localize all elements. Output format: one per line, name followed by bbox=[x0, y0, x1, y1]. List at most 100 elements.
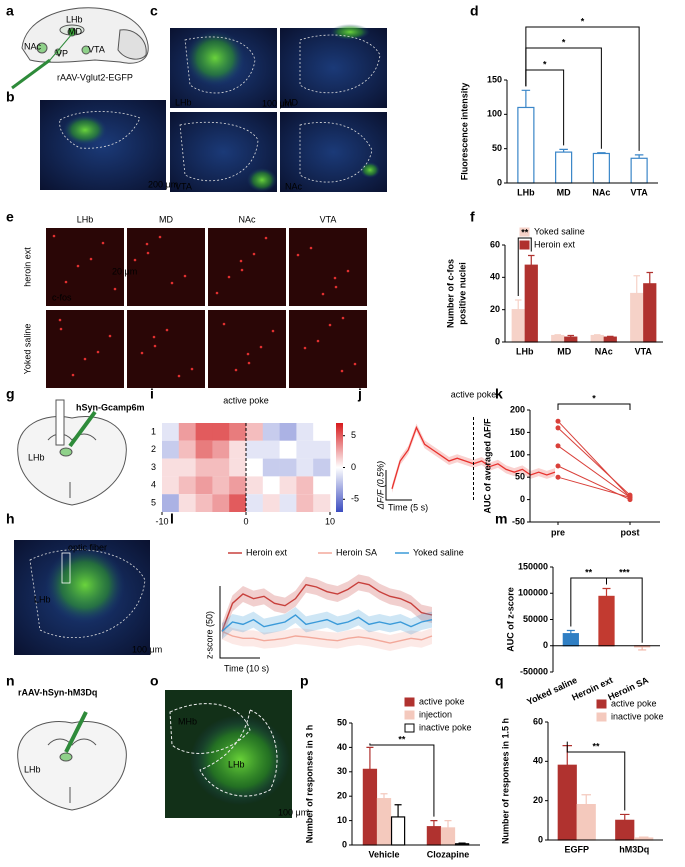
fluorescence bbox=[165, 328, 169, 332]
panel-letter: c bbox=[150, 3, 158, 19]
significance-bracket bbox=[369, 743, 435, 817]
heatmap-cell bbox=[195, 440, 213, 459]
error-bar bbox=[380, 793, 388, 799]
heatmap-cell bbox=[229, 440, 247, 459]
fluorescence bbox=[145, 242, 149, 246]
point bbox=[555, 474, 561, 480]
fluorescence bbox=[45, 547, 125, 623]
fluorescence bbox=[321, 292, 325, 296]
y-tick-label: 20 bbox=[337, 791, 347, 801]
heatmap-cell bbox=[195, 458, 213, 477]
syringe bbox=[68, 410, 97, 448]
significance-bracket bbox=[566, 741, 626, 811]
fluorescence bbox=[76, 264, 80, 268]
fluorescence bbox=[183, 274, 187, 278]
x-tick-label: -10 bbox=[155, 516, 168, 526]
row-label: 4 bbox=[151, 480, 156, 490]
y-tick-label: 30 bbox=[337, 766, 347, 776]
error-bar bbox=[597, 152, 606, 154]
y-axis-label: AUC of z-score bbox=[505, 587, 515, 652]
heatmap-cell bbox=[212, 494, 230, 512]
trace-band bbox=[222, 574, 432, 640]
row-label: Yoked saline bbox=[22, 324, 32, 375]
fluorescence bbox=[247, 168, 277, 192]
subject-line bbox=[557, 476, 631, 498]
bar bbox=[362, 768, 378, 846]
syringe bbox=[64, 711, 88, 753]
y-tick-label: 0 bbox=[538, 834, 543, 844]
y-tick-label: 100 bbox=[487, 109, 502, 119]
column-label: VTA bbox=[320, 214, 337, 224]
fluorescence bbox=[316, 339, 320, 343]
region-outline bbox=[199, 709, 278, 797]
row-label: 5 bbox=[151, 497, 156, 507]
heatmap-cell bbox=[313, 423, 331, 441]
y-tick-label: 100 bbox=[510, 449, 525, 459]
row-label: 3 bbox=[151, 462, 156, 472]
panel-letter: o bbox=[150, 673, 159, 689]
fluorescence bbox=[264, 236, 268, 240]
fluorescence bbox=[158, 235, 162, 239]
y-axis-label: positive nuclei bbox=[457, 262, 467, 325]
scale-label: 100 μm bbox=[262, 98, 292, 108]
fluorescence bbox=[96, 350, 100, 354]
fluorescence bbox=[222, 322, 226, 326]
x-tick-label: Yoked saline bbox=[525, 675, 578, 707]
y-axis-label: Number of responses in 3 h bbox=[304, 725, 314, 844]
fluorescence bbox=[259, 345, 263, 349]
fluorescence bbox=[227, 275, 231, 279]
heatmap-cell bbox=[162, 458, 180, 477]
point bbox=[555, 418, 561, 424]
significance-label: *** bbox=[619, 567, 630, 577]
fluorescence bbox=[146, 251, 150, 255]
y-tick-label: 20 bbox=[533, 795, 543, 805]
virus-label: rAAV-Vglut2-EGFP bbox=[57, 72, 133, 82]
error-bar bbox=[581, 794, 591, 805]
significance-label: * bbox=[592, 393, 596, 403]
heatmap-cell bbox=[162, 494, 180, 512]
fluorescence bbox=[153, 344, 157, 348]
fluorescence bbox=[64, 280, 68, 284]
significance-label: * bbox=[543, 59, 547, 69]
row-label: heroin ext bbox=[22, 247, 32, 287]
heatmap-cell bbox=[195, 494, 213, 512]
significance-label: ** bbox=[521, 227, 529, 237]
micrograph bbox=[40, 100, 166, 190]
heatmap-cell bbox=[296, 440, 314, 459]
fluorescence bbox=[133, 258, 137, 262]
fluorescence bbox=[59, 327, 63, 331]
heatmap-cell bbox=[212, 458, 230, 477]
bar bbox=[426, 826, 442, 846]
panel-letter: g bbox=[6, 386, 15, 402]
fluorescence bbox=[234, 368, 238, 372]
y-tick-label: 10 bbox=[337, 815, 347, 825]
region-label: VP bbox=[56, 48, 68, 58]
micrograph bbox=[46, 228, 124, 306]
fiber-label: optic fiber bbox=[68, 542, 107, 552]
panel-letter: j bbox=[357, 386, 362, 402]
chart-title: active poke bbox=[223, 395, 269, 405]
heatmap-cell bbox=[178, 423, 196, 441]
error-bar bbox=[634, 154, 644, 159]
fluorescence bbox=[89, 257, 93, 261]
panel-letter: d bbox=[470, 3, 479, 19]
bar bbox=[524, 264, 538, 343]
heatmap-cell bbox=[212, 423, 230, 441]
x-tick-label: Vehicle bbox=[368, 849, 399, 859]
bar bbox=[440, 827, 456, 846]
region-outline bbox=[169, 703, 251, 754]
scale-label: 20 μm bbox=[112, 266, 137, 276]
heatmap-cell bbox=[262, 458, 280, 477]
y-tick-label: 200 bbox=[510, 404, 525, 414]
region-label: NAc bbox=[24, 41, 42, 51]
point bbox=[555, 463, 561, 469]
y-tick-label: 50000 bbox=[523, 614, 548, 624]
heatmap-cell bbox=[178, 476, 196, 495]
scale-label: Time (10 s) bbox=[224, 663, 269, 673]
trace-band bbox=[222, 607, 432, 640]
syringe bbox=[11, 33, 73, 90]
heatmap-cell bbox=[296, 423, 314, 441]
legend-swatch bbox=[596, 712, 607, 722]
error-bar bbox=[593, 334, 601, 336]
